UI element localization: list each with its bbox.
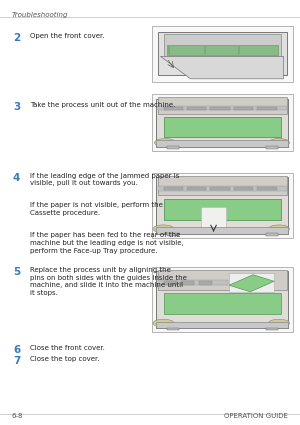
Ellipse shape — [268, 319, 290, 327]
Bar — [156, 322, 288, 328]
Polygon shape — [229, 275, 274, 292]
Bar — [164, 293, 280, 314]
Text: Close the top cover.: Close the top cover. — [30, 356, 100, 362]
Bar — [164, 107, 183, 110]
Text: Close the front cover.: Close the front cover. — [30, 345, 105, 351]
Bar — [158, 106, 286, 110]
Text: 6-8: 6-8 — [12, 413, 23, 419]
Text: 3: 3 — [13, 102, 20, 112]
Bar — [156, 177, 288, 234]
Text: Take the process unit out of the machine.: Take the process unit out of the machine… — [30, 102, 176, 108]
Bar — [257, 107, 277, 110]
Bar — [158, 270, 286, 290]
Text: 5: 5 — [13, 267, 20, 277]
Text: If the paper has been fed to the rear of the
machine but the leading edge is not: If the paper has been fed to the rear of… — [30, 232, 184, 254]
Polygon shape — [160, 57, 284, 79]
Bar — [152, 173, 292, 238]
Bar — [167, 45, 278, 55]
Ellipse shape — [268, 139, 290, 147]
Bar — [158, 32, 286, 75]
Bar — [156, 271, 288, 328]
Bar — [234, 187, 253, 190]
Bar — [266, 328, 278, 330]
Ellipse shape — [153, 319, 174, 327]
Text: 2: 2 — [13, 33, 20, 43]
Bar — [187, 187, 206, 190]
Bar — [266, 146, 278, 149]
Bar — [199, 281, 212, 285]
Bar — [167, 146, 178, 149]
Text: Troubleshooting: Troubleshooting — [12, 12, 68, 18]
Bar — [234, 107, 253, 110]
Bar — [187, 107, 206, 110]
Bar — [229, 273, 274, 292]
Bar — [164, 199, 280, 220]
Bar — [210, 187, 230, 190]
Bar — [152, 94, 292, 151]
Bar — [167, 233, 178, 236]
Bar — [164, 34, 280, 57]
Ellipse shape — [154, 139, 176, 147]
Bar — [158, 176, 286, 196]
Bar — [210, 107, 230, 110]
Text: 6: 6 — [13, 345, 20, 355]
Bar — [201, 207, 226, 230]
Bar — [156, 227, 288, 234]
Bar — [156, 140, 288, 147]
Text: 7: 7 — [13, 356, 20, 366]
Bar — [158, 97, 286, 114]
Text: If the leading edge of the jammed paper is
visible, pull it out towards you.: If the leading edge of the jammed paper … — [30, 173, 179, 186]
Bar — [164, 187, 183, 190]
Bar — [156, 99, 288, 147]
Bar — [152, 26, 292, 82]
Bar — [257, 187, 277, 190]
Bar — [164, 117, 280, 137]
Bar — [181, 281, 194, 285]
Bar — [167, 328, 178, 330]
Bar — [152, 267, 292, 332]
Bar — [266, 233, 278, 236]
Text: If the paper is not visible, perform the
Cassette procedure.: If the paper is not visible, perform the… — [30, 202, 163, 216]
Text: Replace the process unit by aligning the
pins on both sides with the guides insi: Replace the process unit by aligning the… — [30, 267, 187, 296]
Bar — [158, 280, 228, 285]
Text: Open the front cover.: Open the front cover. — [30, 33, 104, 39]
Text: 4: 4 — [13, 173, 20, 183]
Bar — [158, 186, 286, 191]
Ellipse shape — [153, 225, 174, 233]
Text: OPERATION GUIDE: OPERATION GUIDE — [224, 413, 288, 419]
Bar — [164, 281, 177, 285]
Ellipse shape — [268, 225, 290, 233]
